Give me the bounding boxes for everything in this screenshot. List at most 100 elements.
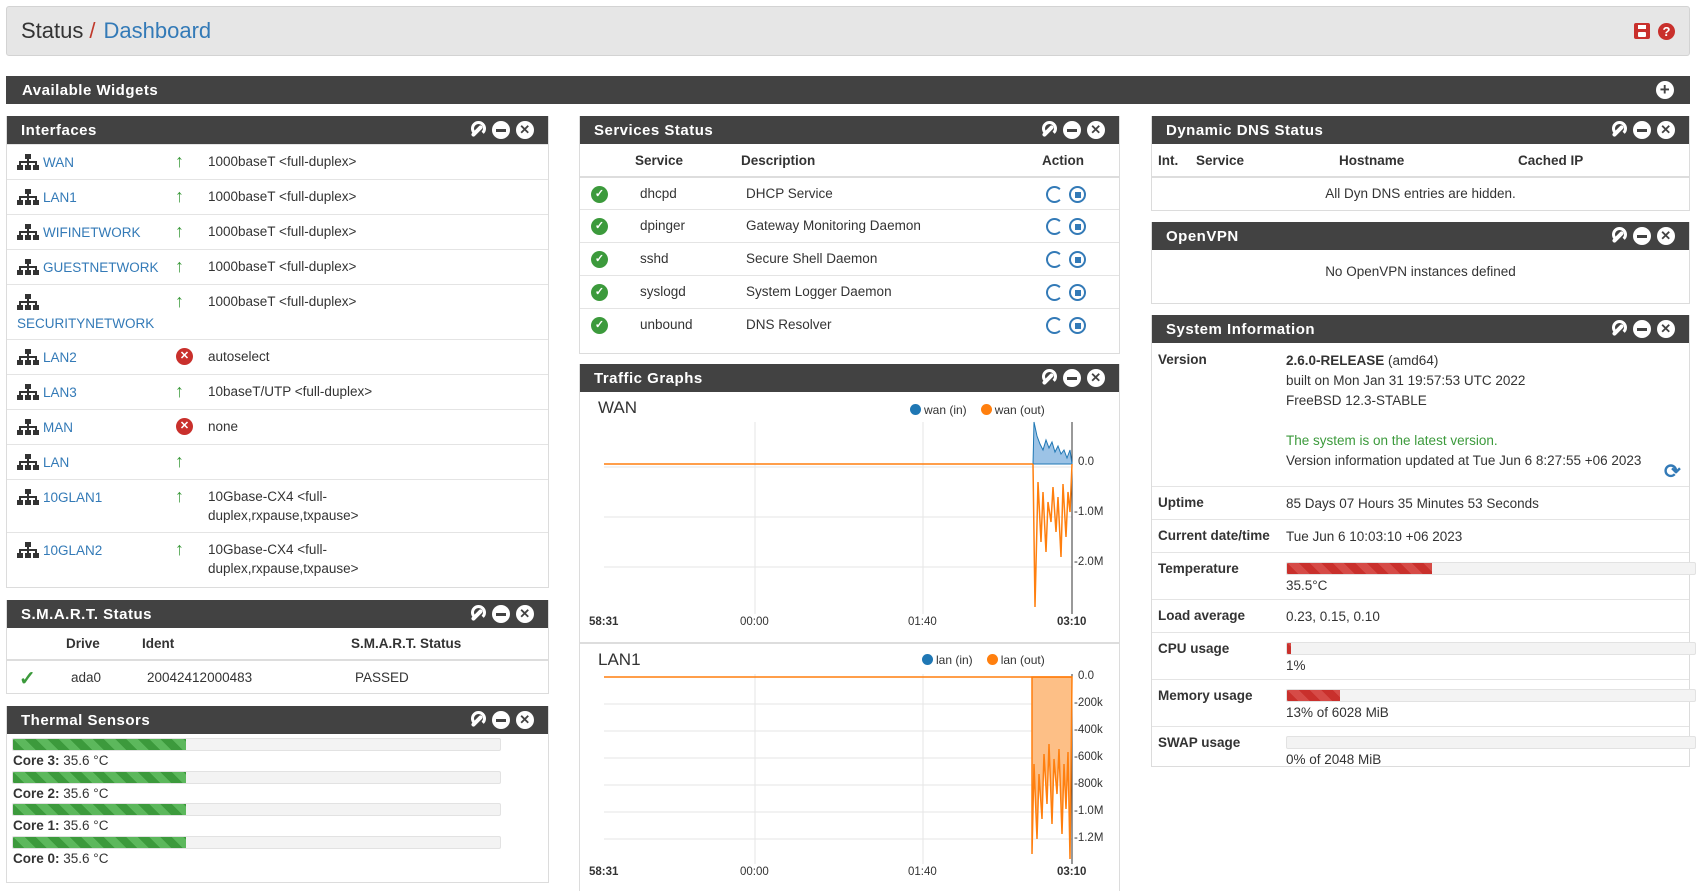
minimize-icon[interactable] bbox=[492, 711, 510, 729]
interface-name-link[interactable]: LAN bbox=[43, 455, 70, 470]
restart-service-icon[interactable] bbox=[1046, 186, 1063, 203]
version-os: FreeBSD 12.3-STABLE bbox=[1286, 393, 1427, 408]
wrench-icon[interactable] bbox=[1039, 121, 1057, 139]
close-icon[interactable]: ✕ bbox=[516, 711, 534, 729]
interface-name-link[interactable]: LAN3 bbox=[43, 385, 77, 400]
service-running-icon: ✓ bbox=[591, 251, 608, 268]
table-row: ✓ ada0 20042412000483 PASSED bbox=[7, 659, 548, 693]
close-icon[interactable]: ✕ bbox=[516, 605, 534, 623]
minimize-icon[interactable] bbox=[1633, 227, 1651, 245]
service-description: System Logger Daemon bbox=[746, 284, 892, 299]
services-title: Services Status bbox=[594, 121, 714, 139]
service-row: ✓ dhcpd DHCP Service bbox=[580, 176, 1119, 209]
memory-key: Memory usage bbox=[1158, 688, 1253, 703]
wrench-icon[interactable] bbox=[468, 605, 486, 623]
close-icon[interactable]: ✕ bbox=[1087, 121, 1105, 139]
wrench-icon[interactable] bbox=[468, 711, 486, 729]
lan1-x-tick: 03:10 bbox=[1057, 866, 1087, 878]
service-running-icon: ✓ bbox=[591, 284, 608, 301]
refresh-icon[interactable]: ⟳ bbox=[1664, 461, 1681, 483]
minimize-icon[interactable] bbox=[1633, 320, 1651, 338]
interface-row: 10GLAN2 ↑ 10Gbase-CX4 <full-duplex,rxpause… bbox=[7, 532, 548, 585]
interface-media: 1000baseT <full-duplex> bbox=[208, 294, 357, 309]
stop-service-icon[interactable] bbox=[1069, 218, 1086, 235]
minimize-icon[interactable] bbox=[1063, 121, 1081, 139]
arrow-up-icon: ↑ bbox=[175, 221, 184, 241]
traffic-title: Traffic Graphs bbox=[594, 369, 703, 387]
restart-service-icon[interactable] bbox=[1046, 218, 1063, 235]
minimize-icon[interactable] bbox=[1063, 369, 1081, 387]
stop-service-icon[interactable] bbox=[1069, 317, 1086, 334]
stop-service-icon[interactable] bbox=[1069, 251, 1086, 268]
interface-media: 10baseT/UTP <full-duplex> bbox=[208, 384, 373, 399]
smart-header-drive: Drive bbox=[66, 636, 100, 651]
interface-name-link[interactable]: MAN bbox=[43, 420, 73, 435]
minimize-icon[interactable] bbox=[1633, 121, 1651, 139]
close-icon[interactable]: ✕ bbox=[1657, 320, 1675, 338]
arrow-up-icon: ↑ bbox=[175, 186, 184, 206]
thermal-title: Thermal Sensors bbox=[21, 711, 151, 729]
available-widgets-title: Available Widgets bbox=[22, 81, 159, 99]
close-icon[interactable]: ✕ bbox=[516, 121, 534, 139]
interface-name-link[interactable]: SECURITYNETWORK bbox=[17, 316, 155, 331]
save-layout-icon[interactable] bbox=[1634, 23, 1650, 39]
minimize-icon[interactable] bbox=[492, 121, 510, 139]
service-description: DHCP Service bbox=[746, 186, 833, 201]
interface-name-link[interactable]: 10GLAN1 bbox=[43, 490, 103, 505]
interface-name-link[interactable]: GUESTNETWORK bbox=[43, 260, 159, 275]
interface-name-link[interactable]: LAN2 bbox=[43, 350, 77, 365]
ddns-header-cached-ip: Cached IP bbox=[1518, 153, 1584, 168]
thermal-bar bbox=[12, 803, 501, 816]
wan-y-tick: 0.0 bbox=[1078, 456, 1094, 468]
restart-service-icon[interactable] bbox=[1046, 317, 1063, 334]
network-icon bbox=[17, 189, 39, 205]
services-header-service: Service bbox=[635, 153, 684, 168]
minimize-icon[interactable] bbox=[492, 605, 510, 623]
thermal-sensors-widget: Thermal Sensors ✕ Core 3: 35.6 °C Core 2:… bbox=[6, 706, 549, 883]
breadcrumb-parent[interactable]: Status bbox=[21, 18, 84, 43]
thermal-bar bbox=[12, 738, 501, 751]
interface-name-link[interactable]: WIFINETWORK bbox=[43, 225, 141, 240]
network-icon bbox=[17, 294, 39, 310]
restart-service-icon[interactable] bbox=[1046, 251, 1063, 268]
lan1-graph-plot bbox=[604, 674, 1073, 864]
version-latest: The system is on the latest version. bbox=[1286, 433, 1498, 448]
service-row: ✓ unbound DNS Resolver bbox=[580, 308, 1119, 341]
wrench-icon[interactable] bbox=[1609, 227, 1627, 245]
stop-service-icon[interactable] bbox=[1069, 284, 1086, 301]
interface-name-link[interactable]: LAN1 bbox=[43, 190, 77, 205]
help-icon[interactable]: ? bbox=[1658, 23, 1675, 40]
interface-row: 10GLAN1 ↑ 10Gbase-CX4 <full-duplex,rxpause… bbox=[7, 479, 548, 532]
datetime-val: Tue Jun 6 10:03:10 +06 2023 bbox=[1286, 529, 1463, 544]
breadcrumb-current[interactable]: Dashboard bbox=[103, 18, 212, 43]
restart-service-icon[interactable] bbox=[1046, 284, 1063, 301]
lan1-graph-label: LAN1 bbox=[598, 650, 641, 669]
legend-wan-out[interactable]: wan (out) bbox=[980, 403, 1045, 417]
interface-name-link[interactable]: 10GLAN2 bbox=[43, 543, 103, 558]
sysinfo-temperature-row: Temperature 35.5°C bbox=[1152, 552, 1696, 599]
legend-lan-in[interactable]: lan (in) bbox=[922, 653, 973, 667]
legend-wan-in[interactable]: wan (in) bbox=[910, 403, 967, 417]
legend-lan-out[interactable]: lan (out) bbox=[986, 653, 1045, 667]
smart-header-ident: Ident bbox=[142, 636, 175, 651]
sysinfo-datetime-row: Current date/time Tue Jun 6 10:03:10 +06… bbox=[1152, 519, 1689, 552]
wrench-icon[interactable] bbox=[1609, 121, 1627, 139]
wrench-icon[interactable] bbox=[468, 121, 486, 139]
lan1-x-tick: 01:40 bbox=[908, 866, 937, 878]
interface-name-link[interactable]: WAN bbox=[43, 155, 74, 170]
interface-row: GUESTNETWORK ↑ 1000baseT <full-duplex> bbox=[7, 249, 548, 284]
network-icon bbox=[17, 419, 39, 435]
available-widgets-bar[interactable]: Available Widgets + bbox=[6, 76, 1690, 104]
close-icon[interactable]: ✕ bbox=[1657, 121, 1675, 139]
wrench-icon[interactable] bbox=[1609, 320, 1627, 338]
close-icon[interactable]: ✕ bbox=[1657, 227, 1675, 245]
stop-service-icon[interactable] bbox=[1069, 186, 1086, 203]
version-arch: (amd64) bbox=[1384, 353, 1439, 368]
close-icon[interactable]: ✕ bbox=[1087, 369, 1105, 387]
smart-status-widget: S.M.A.R.T. Status ✕ Drive Ident S.M.A.R.… bbox=[6, 600, 549, 694]
temperature-val: 35.5°C bbox=[1286, 578, 1328, 593]
wrench-icon[interactable] bbox=[1039, 369, 1057, 387]
add-widget-icon[interactable]: + bbox=[1656, 81, 1674, 99]
network-icon bbox=[17, 489, 39, 505]
dynamic-dns-widget: Dynamic DNS Status ✕ Int. Service Hostna… bbox=[1151, 116, 1690, 211]
